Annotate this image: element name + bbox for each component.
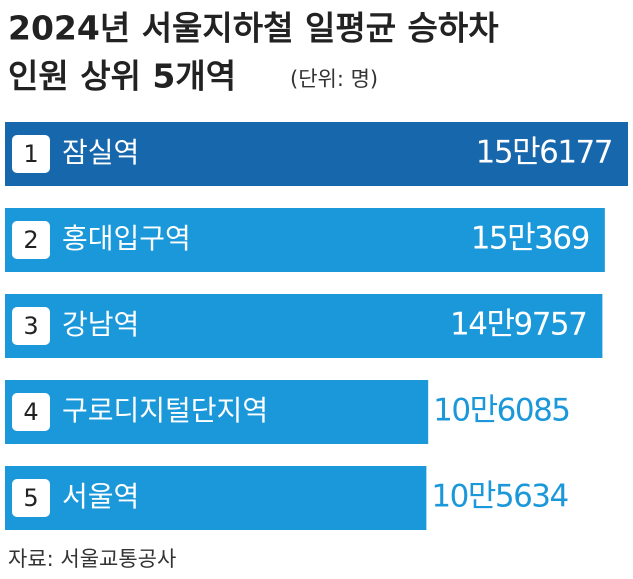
bar xyxy=(5,122,628,186)
bar xyxy=(5,208,605,272)
rank: 2 xyxy=(23,226,38,254)
source: 자료: 서울교통공사 xyxy=(8,547,176,571)
rank-box xyxy=(12,479,50,517)
rank: 3 xyxy=(23,312,38,340)
value-label: 15만369 xyxy=(471,221,589,257)
value-label: 15만6177 xyxy=(476,135,612,171)
chart-title: 2024년 서울지하철 일평균 승하차 xyxy=(8,9,499,48)
value-label: 10만6085 xyxy=(433,393,569,429)
category-label: 서울역 xyxy=(62,480,139,513)
rank-box xyxy=(12,307,50,345)
bar xyxy=(5,466,427,530)
category-label: 잠실역 xyxy=(62,136,139,169)
category-label: 홍대입구역 xyxy=(62,222,191,255)
rank: 5 xyxy=(23,484,38,512)
category-label: 구로디지털단지역 xyxy=(62,394,268,427)
category-label: 강남역 xyxy=(62,308,139,341)
value-label: 10만5634 xyxy=(431,479,567,515)
bar xyxy=(5,380,429,444)
rank: 1 xyxy=(23,140,38,168)
rank-box xyxy=(12,221,50,259)
rank: 4 xyxy=(23,398,38,426)
bar xyxy=(5,294,603,358)
value-label: 14만9757 xyxy=(450,307,586,343)
chart-title: 인원 상위 5개역 xyxy=(8,57,236,96)
chart-subtitle: (단위: 명) xyxy=(290,67,378,91)
rank-box xyxy=(12,393,50,431)
rank-box xyxy=(12,135,50,173)
